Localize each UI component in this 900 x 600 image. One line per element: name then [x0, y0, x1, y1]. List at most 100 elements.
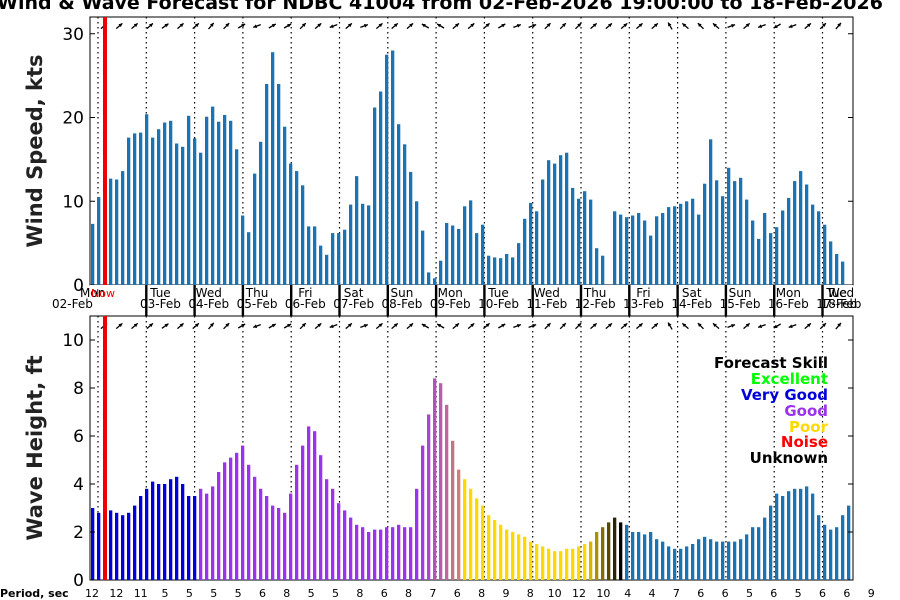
bar: [331, 488, 335, 580]
x-date-label: 10-Feb: [478, 297, 519, 311]
bar: [835, 254, 839, 285]
direction-arrow-head: [608, 323, 612, 328]
bar: [277, 84, 281, 285]
bar: [187, 496, 191, 580]
period-tick-label: 12: [109, 587, 123, 600]
direction-arrow-head: [287, 24, 292, 28]
bar: [697, 539, 701, 580]
period-tick-label: 10: [548, 587, 562, 600]
bar: [619, 214, 623, 285]
direction-arrow-head: [470, 323, 475, 328]
now-line: [103, 17, 107, 285]
now-line: [103, 316, 107, 580]
bar: [91, 223, 95, 285]
bar: [331, 233, 335, 285]
bar: [295, 171, 299, 285]
bar: [763, 213, 767, 285]
x-dow-label: Wed: [534, 286, 560, 300]
period-tick-label: 8: [356, 587, 363, 600]
direction-arrow-head: [546, 323, 551, 328]
legend-poor: Poor: [789, 418, 829, 436]
bar: [259, 141, 263, 285]
bar: [307, 426, 311, 580]
bar: [571, 187, 575, 285]
bar: [121, 171, 125, 285]
bar: [769, 233, 773, 285]
direction-arrow-head: [532, 324, 537, 328]
bar: [241, 215, 245, 285]
direction-arrow-head: [773, 24, 778, 28]
bar: [829, 529, 833, 580]
bar: [469, 200, 473, 285]
bar: [355, 176, 359, 285]
bar: [703, 536, 707, 580]
x-date-label: 07-Feb: [333, 297, 374, 311]
direction-arrow-head: [118, 323, 123, 328]
x-date-label: 06-Feb: [285, 297, 326, 311]
bar: [763, 517, 767, 580]
bar: [499, 258, 503, 285]
bar: [781, 210, 785, 285]
bar: [307, 226, 311, 285]
bar: [343, 510, 347, 580]
legend-noise: Noise: [781, 433, 828, 451]
direction-arrow-head: [393, 323, 398, 328]
bar: [427, 272, 431, 285]
bar: [421, 445, 425, 580]
bar: [403, 527, 407, 580]
bar: [211, 106, 215, 285]
bar: [247, 232, 251, 285]
bar: [193, 496, 197, 580]
bar: [151, 481, 155, 580]
direction-arrow-head: [437, 324, 442, 328]
bar: [727, 167, 731, 286]
bar: [499, 524, 503, 580]
bar: [229, 120, 233, 285]
x-date-label: 14-Feb: [671, 297, 712, 311]
direction-arrow-head: [485, 323, 490, 328]
bar: [175, 476, 179, 580]
bar: [235, 149, 239, 285]
bar: [595, 248, 599, 285]
direction-arrow-head: [623, 323, 628, 328]
x-dow-label: Tue: [487, 286, 509, 300]
bar: [655, 216, 659, 285]
bar: [547, 548, 551, 580]
bar: [445, 404, 449, 580]
x-dow-label: Thu: [583, 286, 607, 300]
bar: [163, 484, 167, 580]
bar: [403, 144, 407, 285]
bar: [163, 122, 167, 285]
bar: [613, 517, 617, 580]
direction-arrow-head: [697, 323, 702, 328]
bar: [157, 484, 161, 580]
direction-arrow-head: [409, 23, 414, 28]
bar: [745, 199, 749, 285]
bar: [349, 517, 353, 580]
period-tick-label: 7: [429, 587, 436, 600]
bar: [373, 529, 377, 580]
bar: [133, 505, 137, 580]
direction-arrow-head: [577, 23, 582, 28]
bar: [157, 129, 161, 285]
period-tick-label: 6: [770, 587, 777, 600]
direction-arrow-head: [470, 23, 475, 28]
period-tick-label: 6: [843, 587, 850, 600]
x-dow-label: Fri: [636, 286, 650, 300]
x-date-label: 12-Feb: [575, 297, 616, 311]
bar: [451, 440, 455, 580]
bar: [613, 211, 617, 285]
bar: [319, 245, 323, 285]
direction-arrow-head: [301, 23, 306, 28]
bar: [91, 508, 95, 580]
bar: [205, 493, 209, 580]
y-tick-label: 30: [62, 25, 84, 45]
bar: [187, 115, 191, 285]
direction-arrow-head: [225, 323, 230, 328]
direction-arrow-head: [806, 323, 811, 328]
period-tick-label: 9: [868, 587, 875, 600]
bar: [835, 527, 839, 580]
direction-arrow-head: [209, 322, 214, 327]
direction-arrow-head: [697, 23, 702, 28]
